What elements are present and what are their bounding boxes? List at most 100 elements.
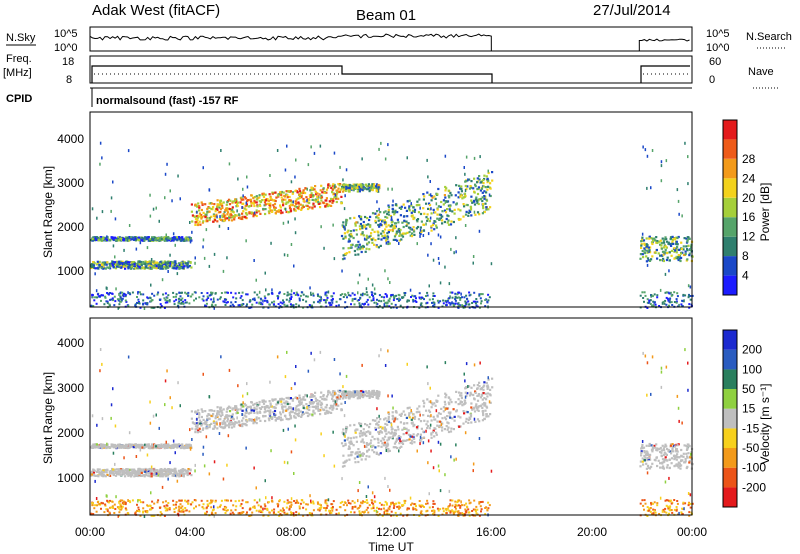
velocity-echo-point (402, 439, 405, 442)
power-clutter-point (249, 300, 252, 302)
power-clutter-point (277, 297, 279, 300)
power-echo-point (402, 203, 405, 206)
power-noise-point (390, 216, 393, 220)
velocity-echo-point (138, 473, 141, 476)
power-clutter-point (273, 300, 276, 303)
power-noise-point (422, 234, 425, 237)
power-echo-point (371, 241, 374, 244)
power-clutter-point (207, 297, 210, 299)
power-noise-point (112, 180, 114, 184)
power-echo-point (153, 266, 156, 269)
power-clutter-point (172, 296, 175, 298)
power-noise-point (228, 162, 231, 166)
velocity-echo-point (381, 437, 384, 440)
power-echo-point (388, 229, 392, 232)
power-noise-point (373, 287, 376, 291)
power-echo-point (195, 215, 198, 218)
power-noise-point (345, 168, 348, 172)
power-clutter-point (466, 297, 468, 300)
power-noise-point (419, 234, 421, 238)
power-echo-point (659, 243, 662, 246)
power-echo-point (281, 199, 284, 202)
power-clutter-point (210, 291, 212, 294)
power-echo-point (482, 179, 485, 182)
power-clutter-point (378, 305, 381, 308)
velocity-echo-point (332, 404, 335, 407)
power-clutter-point (166, 300, 169, 302)
velocity-echo-point (484, 392, 487, 395)
power-clutter-point (263, 299, 266, 302)
velocity-echo-point (441, 426, 444, 429)
power-clutter-point (205, 298, 208, 301)
power-clutter-point (487, 293, 490, 296)
power-clutter-point (476, 300, 479, 303)
velocity-echo-point (473, 384, 476, 387)
power-echo-point (480, 187, 484, 190)
velocity-echo-point (377, 453, 380, 456)
power-clutter-point (173, 303, 176, 306)
power-clutter-point (486, 301, 489, 304)
velocity-echo-point (130, 443, 133, 446)
power-scatter (90, 141, 694, 310)
power-clutter-point (248, 306, 251, 309)
power-echo-point (386, 232, 389, 235)
power-noise-point (227, 227, 230, 230)
velocity-echo-point (296, 397, 299, 400)
power-noise-point (95, 289, 98, 293)
power-echo-point (353, 249, 356, 253)
power-clutter-point (266, 301, 269, 304)
power-clutter-point (463, 296, 466, 299)
power-echo-point (330, 186, 333, 189)
velocity-echo-point (129, 444, 132, 448)
frequency-trace-late (640, 65, 690, 83)
velocity-echo-point (198, 419, 202, 422)
power-echo-point (385, 225, 388, 228)
power-echo-point (153, 238, 156, 241)
power-clutter-point (378, 299, 380, 302)
power-noise-point (684, 141, 686, 145)
power-echo-point (670, 249, 674, 252)
power-noise-point (292, 200, 294, 204)
power-clutter-point (139, 293, 142, 296)
power-echo-point (121, 260, 124, 263)
power-echo-point (277, 209, 280, 212)
velocity-echo-point (229, 406, 232, 409)
velocity-echo-point (117, 446, 120, 449)
power-echo-point (270, 198, 273, 201)
power-clutter-point (669, 297, 672, 300)
power-echo-point (387, 206, 391, 209)
power-clutter-point (395, 294, 398, 297)
velocity-echo-point (190, 474, 193, 477)
velocity-echo-point (476, 418, 480, 421)
velocity-echo-point (464, 391, 467, 394)
velocity-echo-point (295, 409, 298, 412)
velocity-echo-point (319, 413, 322, 416)
velocity-echo-point (347, 436, 350, 439)
power-noise-point (646, 186, 648, 190)
power-echo-point (640, 246, 643, 249)
power-echo-point (677, 235, 680, 239)
velocity-echo-point (415, 411, 418, 414)
power-clutter-point (365, 291, 368, 294)
power-echo-point (381, 235, 384, 238)
velocity-echo-point (226, 418, 230, 421)
power-echo-point (677, 254, 680, 257)
power-noise-point (426, 158, 428, 162)
power-echo-point (639, 257, 642, 260)
power-echo-point (465, 188, 468, 191)
power-echo-point (380, 223, 383, 227)
power-echo-point (311, 198, 314, 201)
velocity-echo-point (198, 427, 201, 430)
power-noise-point (202, 166, 204, 170)
velocity-echo-point (413, 417, 416, 420)
velocity-echo-point (255, 401, 258, 405)
power-clutter-point (245, 305, 248, 308)
velocity-echo-point (226, 424, 229, 427)
power-echo-point (477, 199, 480, 202)
velocity-echo-point (150, 472, 153, 475)
power-echo-point (298, 193, 301, 196)
power-echo-point (343, 226, 346, 229)
velocity-echo-point (390, 428, 393, 431)
velocity-echo-point (181, 474, 185, 477)
power-echo-point (208, 218, 211, 221)
